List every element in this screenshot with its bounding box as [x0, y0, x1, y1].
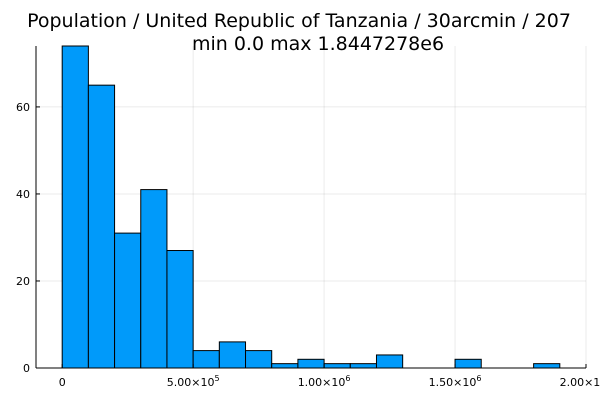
chart-subtitle: min 0.0 max 1.8447278e6 — [192, 33, 444, 55]
bars — [61, 45, 561, 369]
histogram-bar — [271, 363, 299, 369]
x-tick-label: 1.50×106 — [429, 374, 482, 389]
x-tick-exponent: 6 — [345, 374, 350, 383]
histogram-bar — [218, 341, 247, 369]
y-tick-label: 60 — [16, 101, 30, 114]
histogram-bar — [87, 84, 116, 369]
histogram-bar — [454, 358, 482, 369]
histogram-bar — [323, 363, 351, 369]
histogram-bar — [375, 354, 404, 369]
x-tick-label: 1.00×106 — [298, 374, 351, 389]
histogram-bar — [349, 363, 377, 369]
y-tick-label: 20 — [16, 275, 30, 288]
histogram-bar — [61, 45, 89, 369]
y-tick-label: 40 — [16, 188, 30, 201]
histogram-bar — [140, 189, 168, 369]
chart-title: Population / United Republic of Tanzania… — [27, 10, 571, 32]
x-tick-exponent: 6 — [476, 374, 481, 383]
histogram-bar — [192, 350, 220, 369]
x-tick-mantissa: 1.50×10 — [429, 376, 477, 389]
histogram-bar — [533, 363, 561, 369]
histogram-bar — [297, 358, 325, 369]
x-tick-mantissa: 2.00×10 — [560, 376, 600, 389]
x-tick-label: 0 — [59, 376, 66, 389]
x-tick-label: 5.00×105 — [167, 374, 220, 389]
histogram-bar — [245, 350, 273, 369]
y-tick-label: 0 — [23, 362, 30, 375]
x-tick-mantissa: 5.00×10 — [167, 376, 215, 389]
axes — [35, 46, 587, 369]
histogram-bar — [114, 232, 142, 369]
x-tick-mantissa: 0 — [59, 376, 66, 389]
x-tick-exponent: 5 — [214, 374, 219, 383]
histogram-bar — [166, 250, 194, 369]
x-tick-label: 2.00×106 — [560, 374, 600, 389]
x-tick-mantissa: 1.00×10 — [298, 376, 346, 389]
